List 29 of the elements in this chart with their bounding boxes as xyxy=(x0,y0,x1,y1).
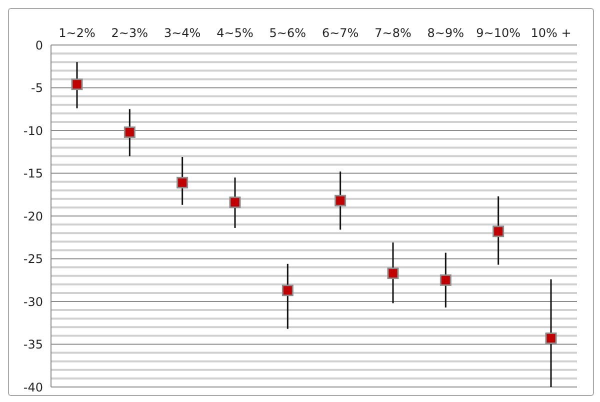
x-tick-label: 3~4% xyxy=(164,26,201,40)
x-tick-label: 2~3% xyxy=(111,26,148,40)
point xyxy=(545,332,557,344)
y-tick-label: -35 xyxy=(23,338,43,352)
x-tick-label: 9~10% xyxy=(476,26,521,40)
y-tick-label: -25 xyxy=(23,252,43,266)
y-tick-label: -15 xyxy=(23,166,43,181)
point xyxy=(334,194,346,206)
point xyxy=(387,268,399,280)
point xyxy=(124,126,136,138)
point xyxy=(492,226,504,238)
y-tick-label: -40 xyxy=(23,380,43,394)
x-tick-label: 5~6% xyxy=(269,26,306,40)
y-tick-label: 0 xyxy=(35,38,43,52)
point xyxy=(71,78,83,90)
point xyxy=(176,176,188,188)
x-tick-label: 10% + xyxy=(530,26,572,40)
x-tick-label: 4~5% xyxy=(216,26,254,40)
y-tick-label: -30 xyxy=(23,294,43,309)
point xyxy=(440,274,452,286)
x-tick-label: 7~8% xyxy=(374,26,412,40)
point xyxy=(229,196,241,208)
point xyxy=(282,284,294,296)
x-tick-label: 8~9% xyxy=(427,26,464,40)
y-tick-label: -20 xyxy=(23,209,43,224)
y-tick-label: -5 xyxy=(31,81,43,96)
x-tick-label: 1~2% xyxy=(58,26,96,40)
y-tick-label: -10 xyxy=(23,124,43,138)
x-tick-label: 6~7% xyxy=(322,26,359,40)
